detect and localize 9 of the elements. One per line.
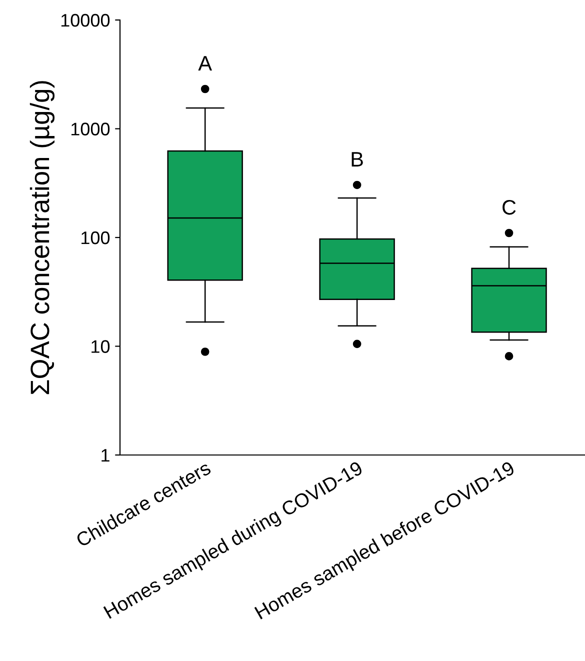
annotation: A	[198, 56, 212, 71]
y-axis-title: ΣQAC concentration (µg/g)	[30, 81, 55, 394]
annotation: B	[352, 152, 363, 166]
y-tick-label: 10	[92, 340, 110, 353]
y-tick-label: 1	[102, 449, 110, 462]
y-tick-label: 10000	[61, 14, 110, 27]
annotation: C	[502, 200, 516, 215]
y-tick-label: 100	[82, 231, 110, 244]
y-tick-label: 1000	[71, 122, 110, 136]
